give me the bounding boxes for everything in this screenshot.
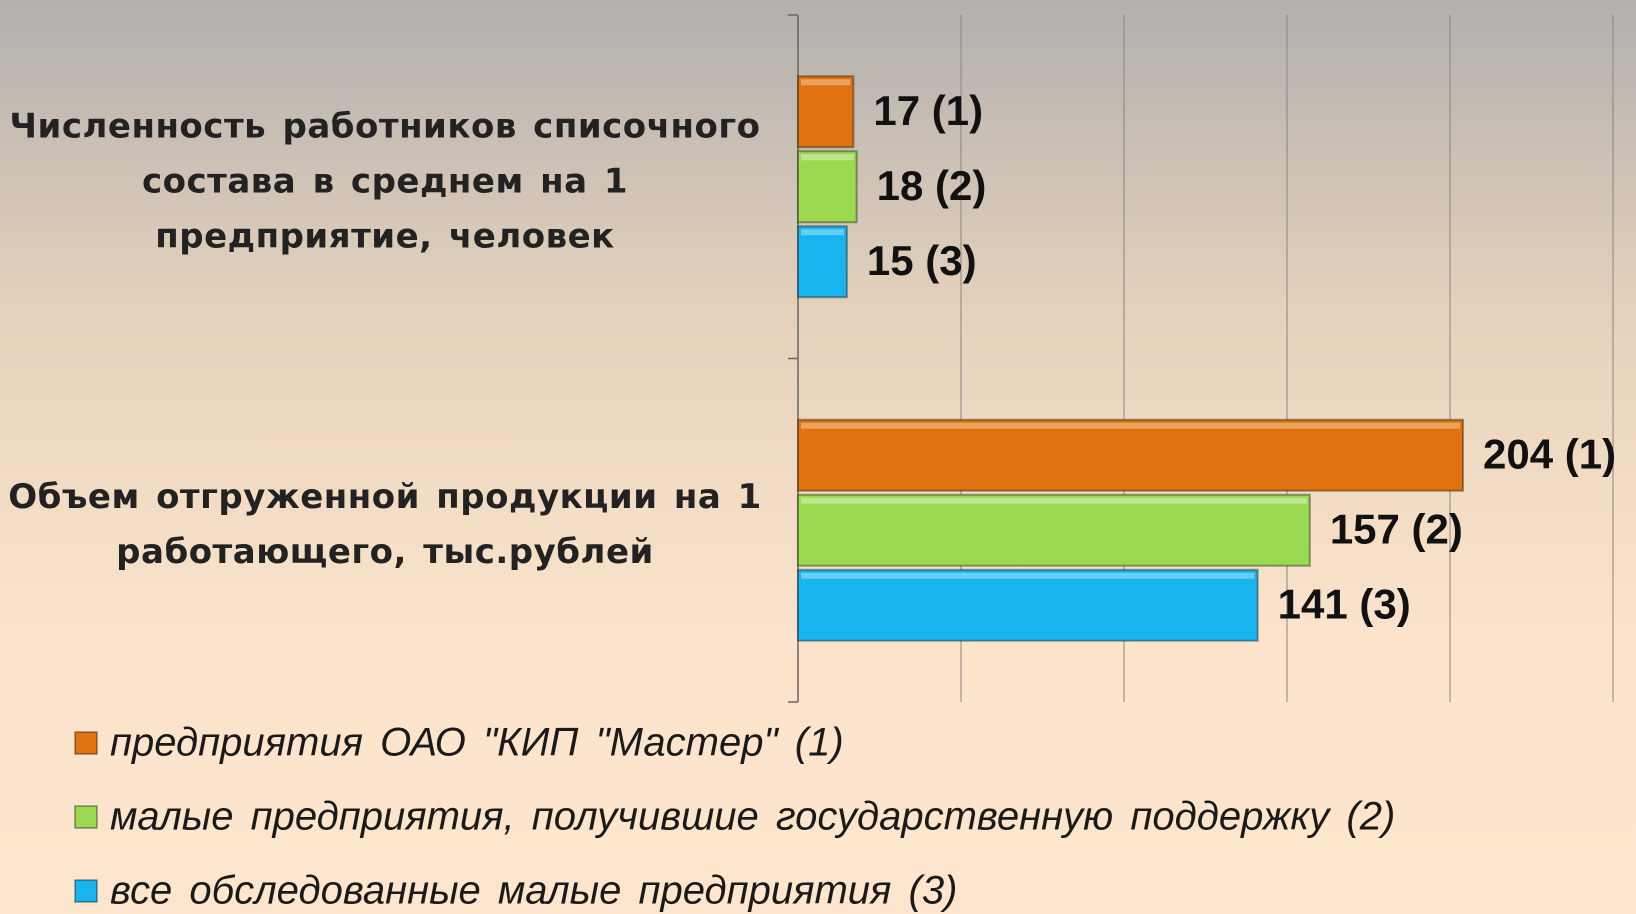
- bar: [797, 493, 1311, 567]
- bar-highlight: [801, 422, 1461, 429]
- data-label: 18 (2): [877, 162, 987, 209]
- bar: [797, 150, 858, 224]
- legend-swatch: [74, 731, 98, 755]
- data-label: 204 (1): [1483, 430, 1616, 477]
- legend-label: предприятия ОАО "КИП "Мастер" (1): [110, 721, 844, 765]
- legend-swatch: [74, 805, 98, 829]
- legend-swatch: [74, 879, 98, 903]
- bar-highlight: [801, 79, 851, 86]
- data-label: 15 (3): [867, 237, 977, 284]
- category-label: Численность работников списочного состав…: [9, 106, 761, 257]
- category-label: Объем отгруженной продукции на 1 работаю…: [8, 477, 762, 573]
- bar: [797, 75, 855, 149]
- bar-highlight: [801, 572, 1255, 579]
- bar-highlight: [801, 154, 854, 161]
- bar: [797, 568, 1259, 642]
- bar: [797, 418, 1465, 492]
- bar-highlight: [801, 229, 844, 236]
- data-label: 17 (1): [873, 87, 983, 134]
- bar-highlight: [801, 497, 1307, 504]
- legend-label: малые предприятия, получившие государств…: [110, 795, 1395, 839]
- legend-label: все обследованные малые предприятия (3): [110, 869, 957, 913]
- bar: [797, 225, 848, 299]
- data-label: 157 (2): [1330, 505, 1463, 552]
- data-label: 141 (3): [1278, 580, 1411, 627]
